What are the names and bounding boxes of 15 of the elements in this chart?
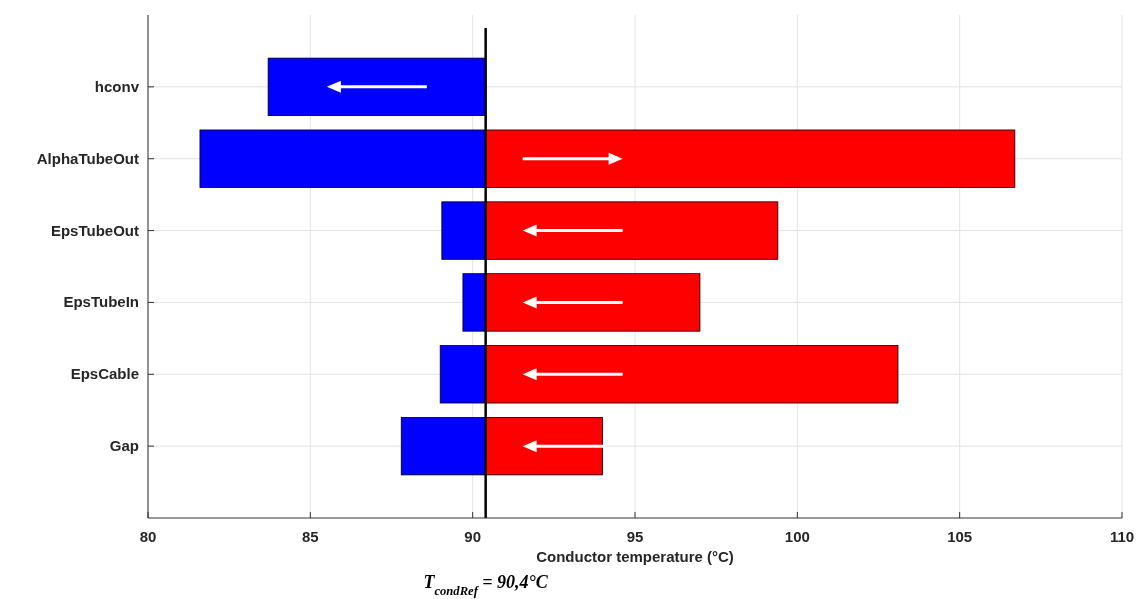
y-tick-label: Gap: [109, 437, 139, 455]
y-tick-label: EpsCable: [70, 365, 139, 383]
y-tick-label: AlphaTubeOut: [36, 149, 139, 167]
x-tick-label: 90: [464, 528, 482, 545]
x-tick-label: 110: [1109, 528, 1135, 545]
y-tick-label: hconv: [94, 77, 140, 95]
x-axis-title: Conductor temperature (°C): [536, 548, 734, 565]
ref-line-label: T$_{condRef}$ = 90,4°C: [423, 572, 549, 598]
x-tick-label: 100: [784, 528, 810, 545]
y-tick-label: EpsTubeOut: [50, 221, 139, 239]
x-tick-label: 85: [301, 528, 319, 545]
y-tick-label: EpsTubeIn: [63, 293, 139, 311]
x-tick-label: 95: [626, 528, 644, 545]
x-tick-label: 105: [947, 528, 973, 545]
x-tick-label: 80: [139, 528, 157, 545]
